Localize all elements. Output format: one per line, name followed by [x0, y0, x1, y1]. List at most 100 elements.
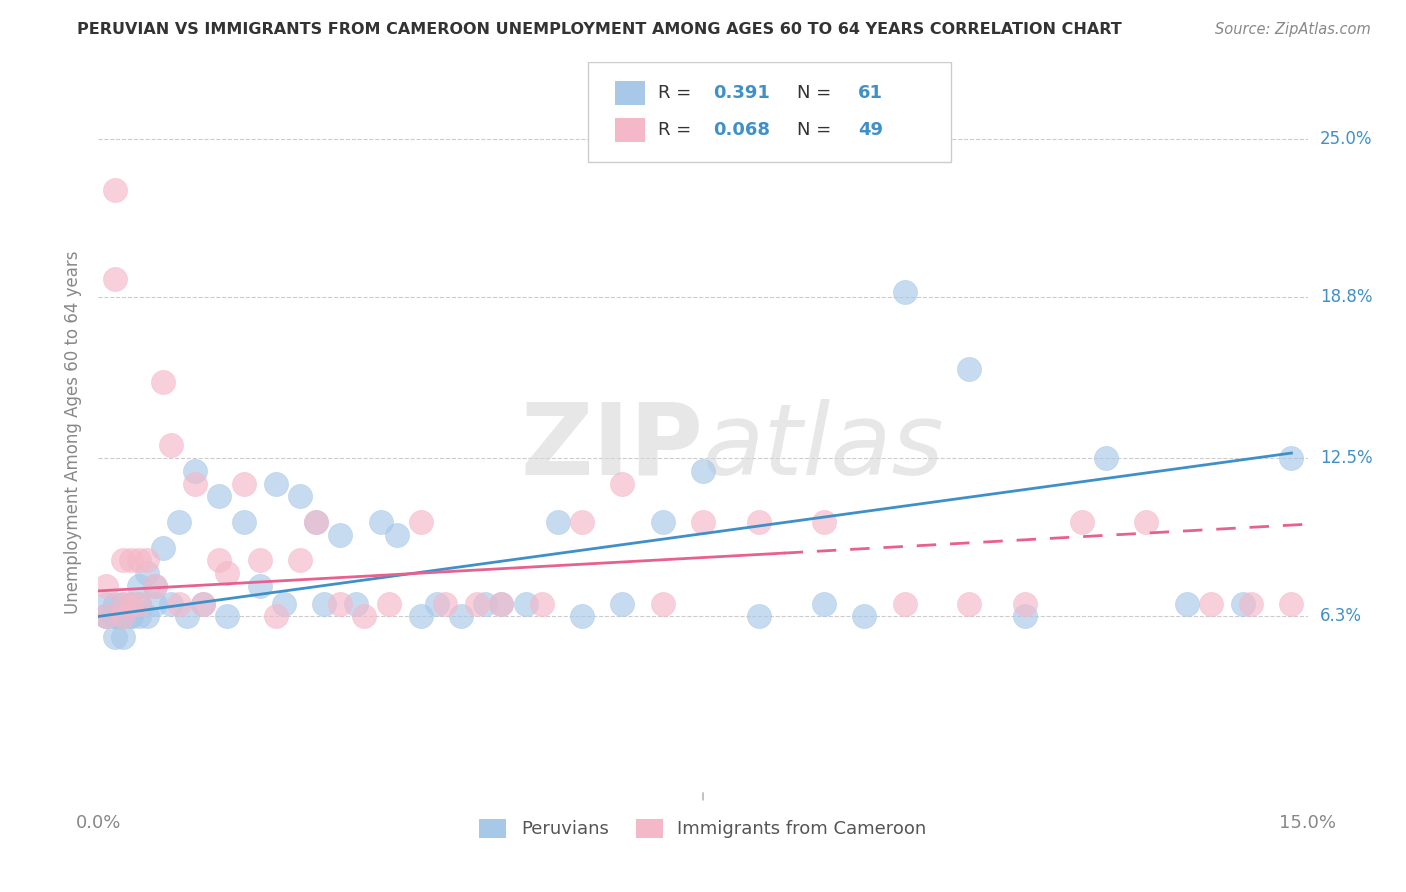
- Text: atlas: atlas: [703, 399, 945, 496]
- Point: [474, 597, 496, 611]
- Point: [1240, 597, 1263, 611]
- Text: 61: 61: [858, 84, 883, 102]
- Point: [813, 597, 835, 611]
- Point: [184, 476, 207, 491]
- Text: ZIP: ZIP: [520, 399, 703, 496]
- FancyBboxPatch shape: [588, 62, 950, 162]
- Point: [329, 597, 352, 611]
- Point: [103, 630, 125, 644]
- Point: [571, 609, 593, 624]
- Point: [96, 609, 118, 624]
- Point: [103, 597, 125, 611]
- Point: [152, 375, 174, 389]
- Point: [96, 579, 118, 593]
- Point: [143, 579, 166, 593]
- Point: [1014, 609, 1036, 624]
- Point: [111, 630, 134, 644]
- Point: [1095, 451, 1118, 466]
- Point: [111, 597, 134, 611]
- Point: [305, 515, 328, 529]
- Point: [651, 597, 673, 611]
- Point: [120, 609, 142, 624]
- Point: [128, 597, 150, 611]
- Point: [249, 579, 271, 593]
- Point: [103, 609, 125, 624]
- Point: [893, 597, 915, 611]
- Point: [450, 609, 472, 624]
- Point: [813, 515, 835, 529]
- Point: [103, 272, 125, 286]
- Point: [128, 597, 150, 611]
- Point: [96, 609, 118, 624]
- Point: [1281, 597, 1303, 611]
- Point: [103, 183, 125, 197]
- Text: 18.8%: 18.8%: [1320, 288, 1372, 306]
- Point: [409, 609, 432, 624]
- Point: [1014, 597, 1036, 611]
- Point: [249, 553, 271, 567]
- Point: [232, 515, 254, 529]
- Text: 0.068: 0.068: [713, 120, 769, 139]
- Point: [111, 553, 134, 567]
- Point: [385, 527, 408, 541]
- Point: [692, 464, 714, 478]
- Point: [957, 361, 980, 376]
- Point: [96, 597, 118, 611]
- Point: [547, 515, 569, 529]
- Point: [232, 476, 254, 491]
- Point: [692, 515, 714, 529]
- Point: [329, 527, 352, 541]
- Point: [208, 490, 231, 504]
- Point: [152, 541, 174, 555]
- Point: [217, 566, 239, 580]
- Point: [748, 609, 770, 624]
- Point: [370, 515, 392, 529]
- Point: [103, 609, 125, 624]
- Point: [111, 609, 134, 624]
- Point: [217, 609, 239, 624]
- Point: [1070, 515, 1092, 529]
- Point: [120, 553, 142, 567]
- Point: [1175, 597, 1198, 611]
- Point: [120, 597, 142, 611]
- Point: [160, 597, 183, 611]
- Point: [853, 609, 876, 624]
- Point: [111, 609, 134, 624]
- FancyBboxPatch shape: [614, 81, 645, 104]
- Point: [893, 285, 915, 300]
- Point: [128, 553, 150, 567]
- Y-axis label: Unemployment Among Ages 60 to 64 years: Unemployment Among Ages 60 to 64 years: [63, 251, 82, 615]
- Point: [748, 515, 770, 529]
- Point: [288, 553, 311, 567]
- Point: [120, 609, 142, 624]
- Text: R =: R =: [658, 120, 697, 139]
- Point: [314, 597, 336, 611]
- Point: [465, 597, 488, 611]
- Point: [135, 609, 157, 624]
- Point: [193, 597, 215, 611]
- Point: [1281, 451, 1303, 466]
- Point: [176, 609, 198, 624]
- Point: [426, 597, 449, 611]
- Point: [377, 597, 399, 611]
- Text: 0.391: 0.391: [713, 84, 769, 102]
- Point: [143, 597, 166, 611]
- Point: [128, 609, 150, 624]
- Point: [530, 597, 553, 611]
- Text: 12.5%: 12.5%: [1320, 450, 1372, 467]
- Point: [167, 515, 190, 529]
- Point: [434, 597, 457, 611]
- Point: [184, 464, 207, 478]
- Point: [491, 597, 513, 611]
- Point: [651, 515, 673, 529]
- Point: [1199, 597, 1222, 611]
- Point: [160, 438, 183, 452]
- Point: [128, 579, 150, 593]
- Point: [409, 515, 432, 529]
- Point: [120, 597, 142, 611]
- Point: [111, 609, 134, 624]
- Point: [571, 515, 593, 529]
- Text: R =: R =: [658, 84, 697, 102]
- Point: [1135, 515, 1157, 529]
- Text: PERUVIAN VS IMMIGRANTS FROM CAMEROON UNEMPLOYMENT AMONG AGES 60 TO 64 YEARS CORR: PERUVIAN VS IMMIGRANTS FROM CAMEROON UNE…: [77, 22, 1122, 37]
